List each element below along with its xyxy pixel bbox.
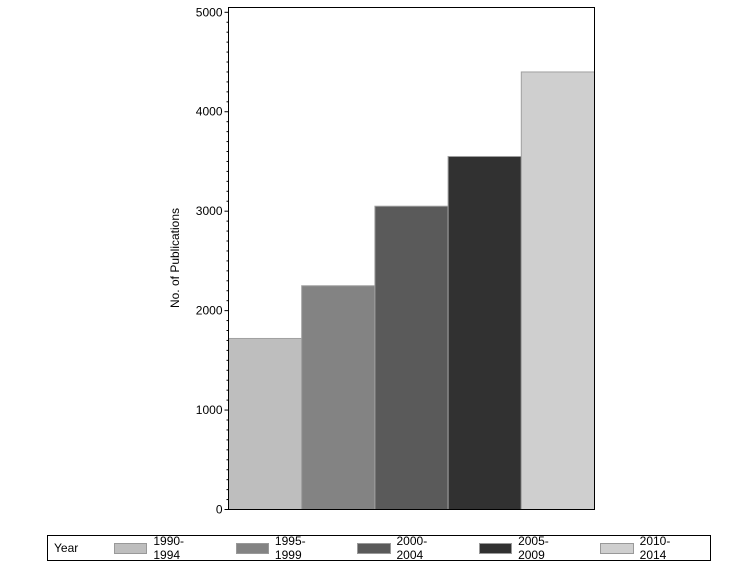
legend-label: 1995-1999 <box>274 534 306 562</box>
y-tick-label: 1000 <box>196 403 223 417</box>
bar-1995-1999 <box>301 285 376 511</box>
legend-swatch <box>478 542 513 554</box>
y-tick-label: 3000 <box>196 204 223 218</box>
bar-chart: 0 1000 2000 3000 4000 5000 No. of Publication… <box>168 5 595 517</box>
y-axis-label: No. of Publications <box>168 208 182 308</box>
y-tick-label: 5000 <box>196 5 223 19</box>
legend-label: 2010-2014 <box>639 534 671 562</box>
legend-label: 1990-1994 <box>153 534 185 562</box>
bar-2010-2014 <box>520 71 595 511</box>
y-tick-label: 0 <box>216 503 223 517</box>
legend-item: 2005-2009 <box>467 534 573 562</box>
legend-swatch <box>114 542 148 554</box>
y-tick-label: 2000 <box>196 304 223 318</box>
legend-item: 1995-1999 <box>224 534 330 562</box>
bar-2005-2009 <box>447 155 522 510</box>
legend-item: 2000-2004 <box>345 534 451 562</box>
bar-1990-1994 <box>228 337 303 510</box>
legend-swatch <box>235 542 269 554</box>
bar-2000-2004 <box>374 205 449 510</box>
plot-frame <box>228 7 595 510</box>
legend-swatch <box>600 542 634 554</box>
legend-swatch <box>357 542 391 554</box>
legend-item: 1990-1994 <box>102 534 208 562</box>
legend-item: 2010-2014 <box>588 534 694 562</box>
legend-label: 2005-2009 <box>518 534 549 562</box>
legend-title: Year <box>54 541 79 555</box>
y-tick-label: 4000 <box>196 105 223 119</box>
legend: Year 1990-1994 1995-1999 2000-2004 2005-200… <box>47 534 711 562</box>
legend-label: 2000-2004 <box>396 534 428 562</box>
